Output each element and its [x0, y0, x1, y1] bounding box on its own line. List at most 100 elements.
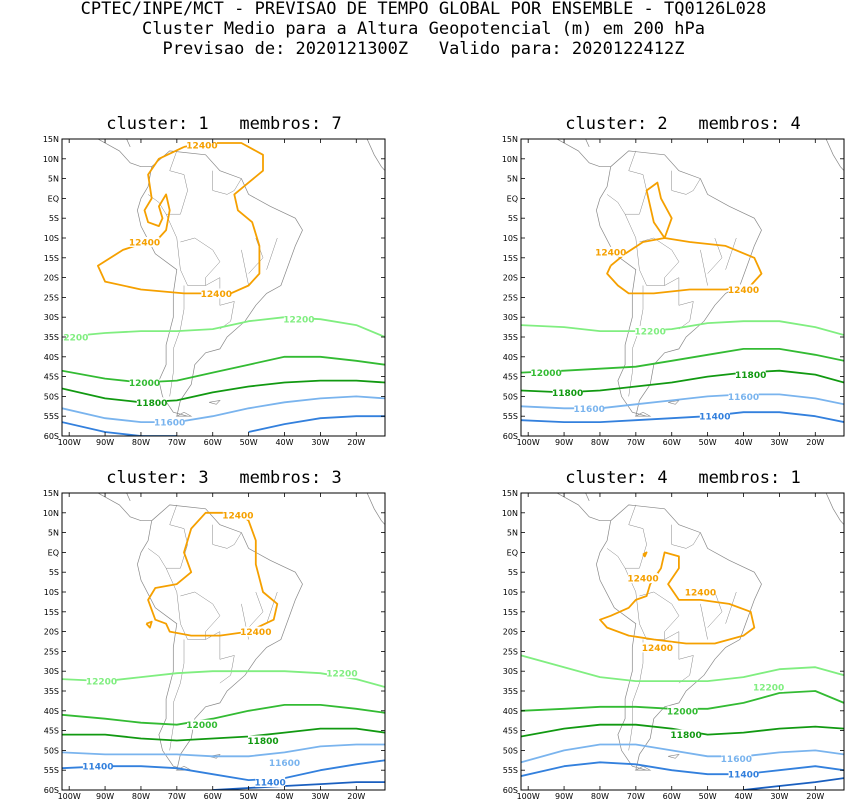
lat-label: 60S [503, 786, 518, 795]
lat-label: 35S [44, 687, 59, 696]
contour-label-bg [269, 757, 300, 768]
coastline-caribbean [574, 493, 590, 502]
map-panel-3: 12400 12400 12200 12200 12000 11800 11600 11400… [43, 489, 386, 801]
contour-label-bg [129, 377, 160, 388]
contour-label: 12400 [222, 511, 253, 521]
lon-label: 80W [132, 792, 150, 801]
lon-label: 60W [204, 792, 222, 801]
lat-label: 20S [503, 628, 518, 637]
contour-label-bg [628, 573, 659, 584]
lon-label: 70W [168, 438, 186, 447]
header-line-2: Cluster Medio para a Altura Geopotencial… [142, 19, 705, 39]
country-border [248, 237, 264, 274]
lat-label: 30S [44, 313, 59, 322]
map-panel-1: 12400 12400 12400 12200 12200 12000 11800 11600… [43, 135, 386, 447]
contour-label: 12200 [326, 670, 357, 680]
country-border [628, 285, 644, 397]
coastline-africa [366, 139, 385, 171]
lon-label: 80W [591, 792, 609, 801]
contour-label-bg [753, 682, 784, 693]
country-border [169, 285, 185, 397]
lat-label: 50S [503, 746, 518, 755]
contour-label: 12400 [201, 290, 232, 300]
lat-label: 5N [507, 175, 518, 184]
contour-label: 11800 [552, 389, 583, 399]
lat-label: 40S [503, 707, 518, 716]
contour-12200 [521, 654, 844, 682]
contour-label-bg [721, 753, 752, 764]
island-outline [668, 399, 680, 405]
lon-label: 30W [770, 438, 788, 447]
lon-label: 60W [204, 438, 222, 447]
lat-label: 10S [44, 234, 59, 243]
contour-label: 11600 [154, 419, 185, 429]
lat-label: 45S [44, 727, 59, 736]
country-border [212, 524, 242, 549]
lon-label: 80W [591, 438, 609, 447]
lat-label: 25S [44, 293, 59, 302]
contour-label: 12400 [728, 286, 759, 296]
lat-label: 15S [503, 608, 518, 617]
lat-label: 15N [502, 489, 518, 498]
country-border [266, 237, 278, 270]
lon-label: 60W [663, 792, 681, 801]
coastline-central-america [556, 139, 611, 168]
panel-title-4: cluster: 4 membros: 1 [565, 468, 801, 488]
map-area: 12400 12400 12400 12200 12000 11800 11600 11400 [521, 493, 844, 790]
contour-12400 [642, 551, 648, 558]
contour-11800 [62, 379, 385, 404]
contour-label-bg [595, 246, 626, 257]
coastline-caribbean [115, 493, 131, 502]
contour-11600 [521, 743, 844, 764]
contour-label: 12400 [240, 628, 271, 638]
map-frame [520, 492, 845, 791]
lat-label: 55S [44, 412, 59, 421]
lat-label: 25S [503, 293, 518, 302]
map-frame [61, 492, 386, 791]
contour-label-bg [728, 391, 759, 402]
lat-label: EQ [48, 194, 59, 203]
lon-label: 50W [699, 438, 717, 447]
map-frame [61, 138, 386, 437]
lat-label: 40S [44, 353, 59, 362]
island-outline [634, 765, 652, 771]
lat-label: 30S [503, 313, 518, 322]
lat-label: 20S [44, 628, 59, 637]
lon-label: 30W [770, 792, 788, 801]
map-panel-2: 12400 12400 12200 12000 11800 11800 11600 11600… [502, 135, 845, 447]
lon-label: 90W [555, 792, 573, 801]
contour-label: 12000 [530, 369, 561, 379]
lon-label: 70W [627, 792, 645, 801]
lat-label: 55S [503, 766, 518, 775]
coastline-south-america [596, 150, 762, 417]
lat-label: 20S [503, 274, 518, 283]
lat-label: EQ [507, 548, 518, 557]
lat-label: 25S [44, 647, 59, 656]
contour-12400 [145, 620, 153, 629]
lat-label: 5N [48, 175, 59, 184]
contour-11200 [743, 777, 844, 790]
contour-label: 12000 [667, 707, 698, 717]
lon-label: 40W [734, 792, 752, 801]
coastline-central-america [97, 493, 152, 522]
contour-label: 12400 [685, 589, 716, 599]
lon-label: 30W [311, 438, 329, 447]
lon-label: 50W [240, 438, 258, 447]
coastline-central-america [556, 493, 611, 522]
country-border [165, 150, 235, 330]
contour-label: 11800 [670, 731, 701, 741]
lat-label: 5N [507, 529, 518, 538]
lat-label: 35S [503, 687, 518, 696]
contour-label: 12200 [753, 684, 784, 694]
panel-title-2: cluster: 2 membros: 4 [565, 114, 801, 134]
island-outline [175, 411, 193, 417]
header-line-1: CPTEC/INPE/MCT - PREVISAO DE TEMPO GLOBA… [80, 0, 767, 19]
lon-label: 80W [132, 438, 150, 447]
contour-12400 [97, 142, 264, 295]
lon-label: 100W [58, 438, 81, 447]
contour-label: 12200 [635, 328, 666, 338]
lat-label: 5S [508, 568, 518, 577]
country-border [606, 548, 626, 569]
country-border [165, 504, 235, 684]
contour-label-bg [86, 676, 117, 687]
